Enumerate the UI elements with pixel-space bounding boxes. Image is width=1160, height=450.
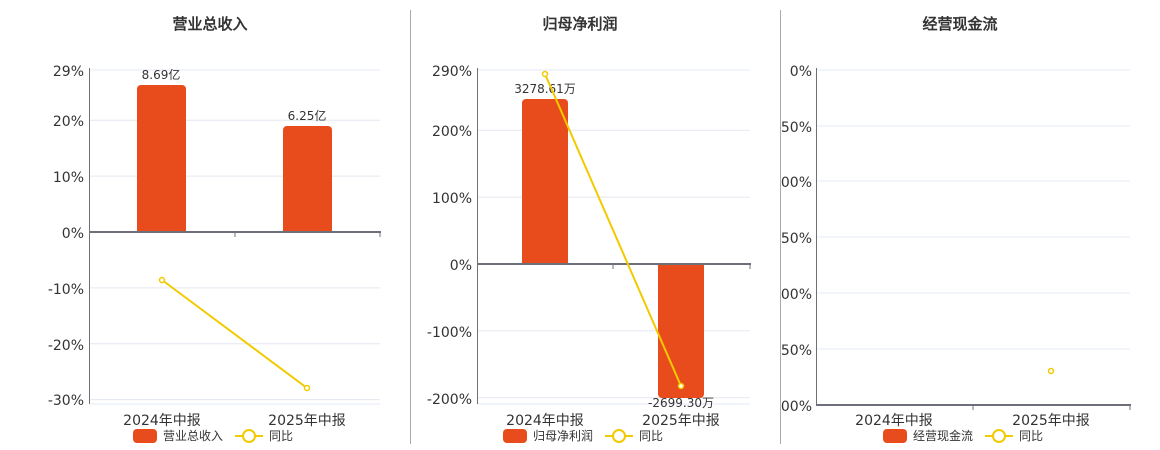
separator xyxy=(780,10,781,444)
bar-legend-label[interactable]: 营业总收入 xyxy=(163,429,224,443)
line-legend-icon xyxy=(605,428,634,443)
svg-text:29%: 29% xyxy=(53,64,84,80)
svg-text:-30%: -30% xyxy=(48,393,84,409)
svg-text:0%: 0% xyxy=(450,258,472,274)
separator xyxy=(410,10,411,444)
chart-legend[interactable]: 归母净利润 同比 xyxy=(503,427,663,444)
svg-text:-150%: -150% xyxy=(780,231,812,247)
chart-panel-operating-cash-flow: 经营现金流 0% -50% -100% -150% -200% -250% -3… xyxy=(780,0,1160,450)
svg-text:100%: 100% xyxy=(432,191,472,207)
bar-2025 xyxy=(283,126,332,232)
bar-legend-swatch xyxy=(133,428,157,443)
bar-label: 3278.61万 xyxy=(514,82,576,96)
yoy-point xyxy=(1047,367,1055,375)
svg-text:-20%: -20% xyxy=(48,338,84,354)
bar-2024 xyxy=(522,99,568,264)
svg-text:2025年中报: 2025年中报 xyxy=(642,413,720,429)
chart-plot-net-profit: 290% 200% 100% 0% -100% -200% 3278.61万 -… xyxy=(427,64,751,429)
chart-plot-revenue: 29% 20% 10% 0% -10% -20% -30% 8.69亿 6.25… xyxy=(48,64,381,429)
chart-panel-revenue: 营业总收入 29% 20% 10% 0% -10% -20% -30% xyxy=(0,0,410,450)
chart-legend[interactable]: 营业总收入 同比 xyxy=(133,427,293,444)
chart-plot-operating-cash-flow: 0% -50% -100% -150% -200% -250% -300% 20… xyxy=(780,64,1131,429)
chart-title: 营业总收入 xyxy=(172,15,248,33)
svg-text:0%: 0% xyxy=(790,64,812,80)
svg-text:10%: 10% xyxy=(53,170,84,186)
bar-legend-swatch xyxy=(503,428,527,443)
svg-text:-100%: -100% xyxy=(427,325,472,341)
line-legend-icon xyxy=(985,428,1014,443)
bar-label: -2699.30万 xyxy=(648,396,714,410)
chart-panel-net-profit: 归母净利润 290% 200% 100% 0% -100% -200% 3278… xyxy=(410,0,780,450)
svg-text:-200%: -200% xyxy=(780,287,812,303)
bar-2024 xyxy=(137,85,186,232)
bar-label: 6.25亿 xyxy=(288,108,327,123)
svg-text:2024年中报: 2024年中报 xyxy=(123,413,201,429)
chart-legend[interactable]: 经营现金流 同比 xyxy=(883,427,1043,444)
svg-text:-200%: -200% xyxy=(427,392,472,408)
svg-text:290%: 290% xyxy=(432,64,472,80)
bar-label: 8.69亿 xyxy=(142,67,181,82)
line-legend-label[interactable]: 同比 xyxy=(1019,429,1044,443)
svg-text:-300%: -300% xyxy=(780,399,812,415)
svg-text:-10%: -10% xyxy=(48,282,84,298)
line-legend-label[interactable]: 同比 xyxy=(269,429,294,443)
svg-text:-50%: -50% xyxy=(780,120,812,136)
yoy-line xyxy=(544,73,682,387)
chart-title: 归母净利润 xyxy=(542,15,618,33)
line-legend-icon xyxy=(235,428,264,443)
bar-legend-label[interactable]: 经营现金流 xyxy=(913,429,974,443)
bar-legend-swatch xyxy=(883,428,907,443)
bar-2025 xyxy=(658,264,704,398)
svg-text:-250%: -250% xyxy=(780,343,812,359)
chart-title: 经营现金流 xyxy=(922,15,998,33)
yoy-line xyxy=(161,279,308,389)
bar-legend-label[interactable]: 归母净利润 xyxy=(533,429,594,443)
svg-text:2024年中报: 2024年中报 xyxy=(506,413,584,429)
svg-text:-100%: -100% xyxy=(780,175,812,191)
line-legend-label[interactable]: 同比 xyxy=(639,429,664,443)
svg-text:2024年中报: 2024年中报 xyxy=(855,413,933,429)
svg-text:20%: 20% xyxy=(53,114,84,130)
svg-text:2025年中报: 2025年中报 xyxy=(268,413,346,429)
svg-text:200%: 200% xyxy=(432,124,472,140)
svg-text:2025年中报: 2025年中报 xyxy=(1012,413,1090,429)
svg-text:0%: 0% xyxy=(62,226,84,242)
